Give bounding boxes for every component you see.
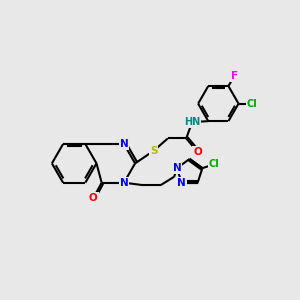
Text: N: N (120, 139, 128, 149)
Text: HN: HN (184, 117, 200, 127)
Text: N: N (120, 178, 128, 188)
Text: O: O (193, 147, 202, 157)
Text: S: S (150, 146, 157, 156)
Text: F: F (230, 71, 238, 81)
Text: O: O (89, 193, 98, 203)
Text: N: N (172, 163, 181, 173)
Text: Cl: Cl (247, 99, 257, 109)
Text: Cl: Cl (208, 160, 219, 170)
Text: N: N (177, 178, 186, 188)
